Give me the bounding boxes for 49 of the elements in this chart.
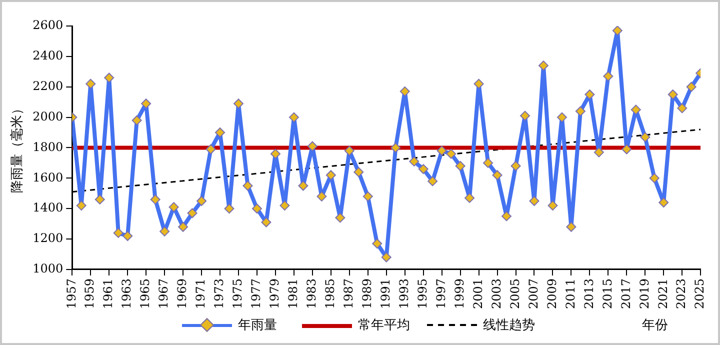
x-tick-label: 2005 [508,278,522,310]
x-tick-label: 1985 [323,278,338,310]
x-tick-label: 2011 [563,278,578,310]
legend-label: 年雨量 [238,317,277,334]
x-tick-label: 1975 [230,278,245,310]
x-tick-label: 2003 [489,278,504,310]
x-tick-label: 2001 [470,278,485,310]
x-tick-label: 2013 [582,278,596,310]
y-tick-label: 2400 [32,48,64,63]
x-tick-label: 1971 [194,278,208,310]
x-tick-label: 1969 [175,278,190,310]
x-tick-label: 1989 [360,278,374,310]
x-tick-label: 1997 [434,278,448,310]
x-axis-title: 年份 [642,317,668,334]
x-tick-label: 1973 [212,278,226,310]
x-tick-label: 1987 [342,278,356,310]
x-tick-label: 1995 [415,278,430,310]
x-tick-label: 1977 [249,278,264,310]
x-tick-label: 1961 [101,278,116,310]
legend-label: 线性趋势 [483,317,535,334]
x-tick-label: 1965 [138,278,152,310]
y-tick-label: 2600 [32,18,64,32]
x-tick-label: 1967 [156,278,171,310]
y-tick-label: 1800 [32,140,64,154]
x-tick-label: 1959 [82,278,97,310]
y-tick-label: 1200 [32,231,64,246]
x-tick-label: 2017 [618,278,633,310]
x-tick-label: 2021 [656,278,670,310]
y-axis-title: 降雨量（毫米） [9,102,26,194]
x-tick-label: 1983 [304,278,319,310]
x-tick-label: 1991 [378,278,392,310]
x-tick-label: 2023 [674,278,688,310]
y-tick-label: 2000 [32,109,64,124]
x-tick-label: 1999 [452,278,466,310]
x-tick-label: 1981 [286,278,300,310]
x-tick-label: 2019 [637,278,652,310]
x-tick-label: 2025 [692,278,707,310]
y-tick-label: 1400 [32,200,64,215]
legend-label: 常年平均 [358,317,410,334]
x-tick-label: 2007 [526,278,540,310]
x-tick-label: 1963 [120,278,134,310]
x-tick-label: 1957 [64,278,78,310]
x-tick-label: 2009 [544,278,559,310]
y-tick-label: 2200 [32,78,64,93]
y-tick-label: 1000 [32,262,64,276]
x-tick-label: 1979 [268,278,282,310]
x-tick-label: 2015 [600,278,614,310]
x-tick-label: 1993 [396,278,411,310]
y-tick-label: 1600 [32,170,64,184]
